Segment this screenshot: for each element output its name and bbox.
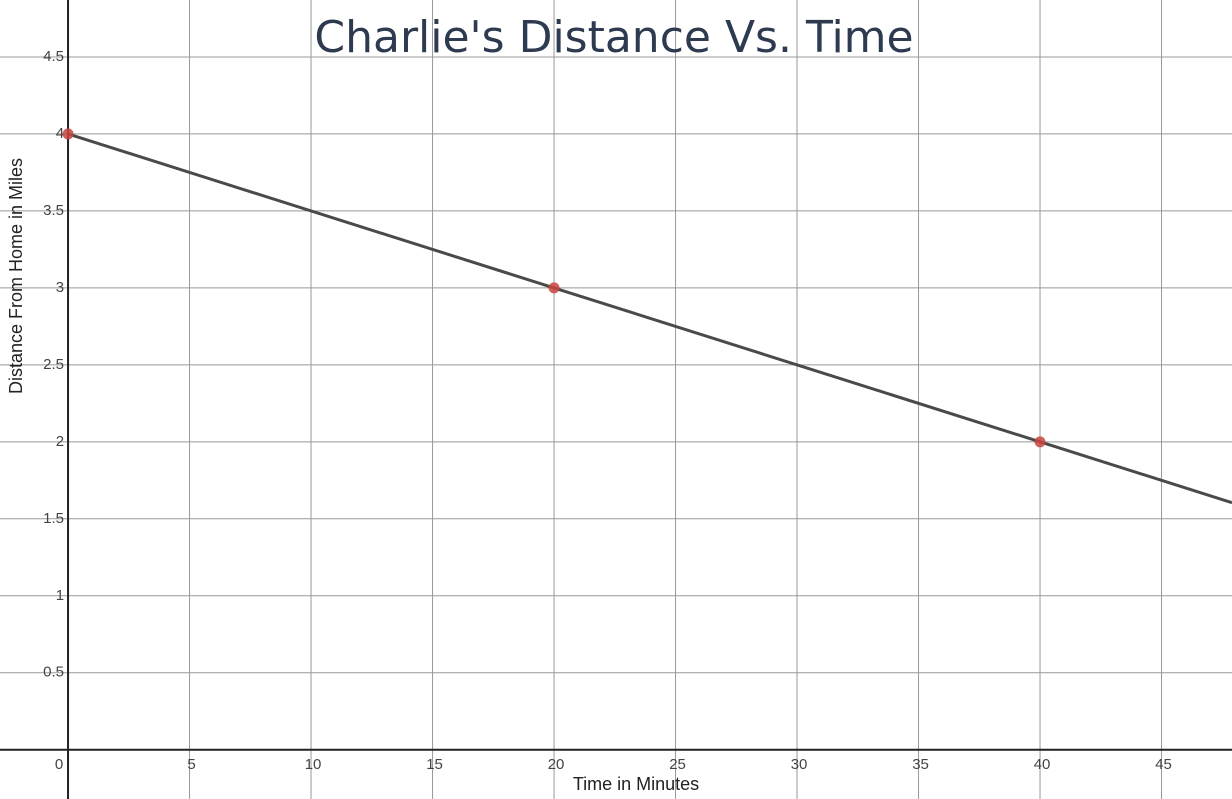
y-tick-label: 0.5 bbox=[43, 664, 64, 681]
x-tick-label: 10 bbox=[305, 756, 322, 773]
y-tick-label: 3.5 bbox=[43, 202, 64, 219]
y-tick-label: 3 bbox=[56, 279, 64, 296]
x-tick-label: 5 bbox=[187, 756, 195, 773]
y-tick-label: 1.5 bbox=[43, 510, 64, 527]
line bbox=[67, 132, 1232, 505]
x-axis-label: Time in Minutes bbox=[573, 774, 699, 794]
y-tick-label: 2 bbox=[56, 433, 64, 450]
x-tick-label: 30 bbox=[791, 756, 808, 773]
x-tick-label: 35 bbox=[912, 756, 929, 773]
point bbox=[1034, 436, 1046, 448]
x-tick-label: 25 bbox=[669, 756, 686, 773]
y-axis-label: Distance From Home in Miles bbox=[6, 158, 26, 394]
point bbox=[548, 282, 560, 294]
x-tick-label: 0 bbox=[55, 756, 63, 773]
chart-title: Charlie's Distance Vs. Time bbox=[314, 12, 913, 63]
x-tick-label: 20 bbox=[548, 756, 565, 773]
y-tick-label: 2.5 bbox=[43, 356, 64, 373]
y-tick-label: 4 bbox=[56, 125, 64, 142]
y-tick-label: 4.5 bbox=[43, 48, 64, 65]
y-tick-label: 1 bbox=[56, 587, 64, 604]
point bbox=[62, 128, 74, 140]
x-tick-label: 15 bbox=[426, 756, 443, 773]
x-tick-label: 45 bbox=[1155, 756, 1172, 773]
x-tick-label: 40 bbox=[1034, 756, 1051, 773]
